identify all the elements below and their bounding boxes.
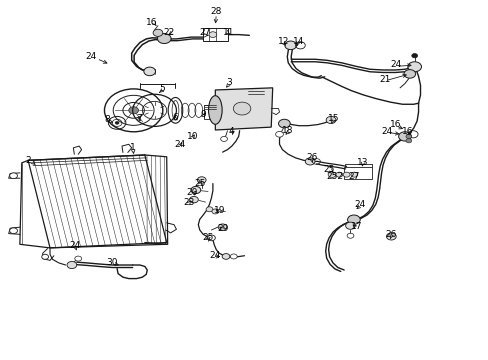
Circle shape bbox=[230, 254, 237, 259]
Text: 14: 14 bbox=[293, 37, 304, 46]
Text: 25: 25 bbox=[194, 179, 205, 188]
Circle shape bbox=[411, 54, 417, 58]
Text: 8: 8 bbox=[104, 115, 109, 124]
Text: 27: 27 bbox=[199, 28, 210, 37]
Circle shape bbox=[220, 136, 227, 141]
Circle shape bbox=[189, 197, 198, 203]
Text: 27: 27 bbox=[348, 172, 359, 181]
Circle shape bbox=[233, 102, 250, 115]
Text: 18: 18 bbox=[281, 126, 292, 135]
Text: 23: 23 bbox=[183, 198, 194, 207]
Circle shape bbox=[205, 207, 212, 212]
Text: 11: 11 bbox=[223, 28, 234, 37]
Text: 24: 24 bbox=[174, 140, 185, 149]
Circle shape bbox=[403, 69, 415, 78]
Text: 26: 26 bbox=[385, 230, 396, 239]
Text: 28: 28 bbox=[210, 7, 222, 16]
Text: 24: 24 bbox=[85, 52, 97, 61]
Text: 252: 252 bbox=[326, 172, 343, 181]
Text: 20: 20 bbox=[186, 188, 198, 197]
Circle shape bbox=[191, 186, 201, 194]
Text: 4: 4 bbox=[228, 127, 234, 136]
Circle shape bbox=[207, 235, 215, 241]
Circle shape bbox=[345, 222, 355, 229]
Circle shape bbox=[405, 139, 411, 143]
Text: 16: 16 bbox=[389, 120, 401, 129]
Text: 3: 3 bbox=[225, 78, 231, 87]
Circle shape bbox=[211, 209, 218, 214]
Circle shape bbox=[350, 172, 357, 177]
Text: 24: 24 bbox=[381, 127, 392, 136]
Text: 16: 16 bbox=[401, 127, 412, 136]
Text: 24: 24 bbox=[69, 240, 81, 249]
Bar bbox=[203, 105, 215, 118]
Ellipse shape bbox=[208, 96, 222, 124]
Text: 25: 25 bbox=[202, 233, 213, 242]
Polygon shape bbox=[215, 88, 272, 130]
Text: 9: 9 bbox=[200, 111, 205, 120]
Circle shape bbox=[75, 256, 81, 261]
Text: 17: 17 bbox=[350, 222, 361, 231]
Circle shape bbox=[346, 233, 353, 238]
Circle shape bbox=[115, 121, 119, 124]
Text: 7: 7 bbox=[136, 114, 142, 123]
Circle shape bbox=[407, 62, 421, 72]
Circle shape bbox=[128, 107, 138, 114]
Circle shape bbox=[335, 172, 342, 177]
Circle shape bbox=[285, 41, 296, 50]
Text: 30: 30 bbox=[106, 258, 118, 267]
Circle shape bbox=[10, 228, 18, 234]
Text: 25: 25 bbox=[322, 166, 334, 175]
Circle shape bbox=[343, 172, 349, 177]
Circle shape bbox=[197, 177, 205, 183]
Text: 24: 24 bbox=[209, 251, 221, 260]
Text: 16: 16 bbox=[146, 18, 158, 27]
Circle shape bbox=[398, 132, 410, 141]
Bar bbox=[203, 28, 228, 41]
Circle shape bbox=[386, 233, 395, 240]
Circle shape bbox=[41, 254, 48, 259]
Text: 29: 29 bbox=[217, 224, 228, 233]
Circle shape bbox=[325, 116, 335, 123]
Circle shape bbox=[327, 172, 335, 177]
Text: 12: 12 bbox=[277, 37, 288, 46]
Text: 22: 22 bbox=[163, 28, 174, 37]
Bar bbox=[344, 167, 372, 179]
Text: 19: 19 bbox=[213, 206, 224, 215]
Text: 26: 26 bbox=[305, 153, 317, 162]
Text: 24: 24 bbox=[354, 200, 365, 209]
Text: 24: 24 bbox=[390, 60, 401, 69]
Circle shape bbox=[208, 32, 216, 37]
Text: 21: 21 bbox=[379, 75, 390, 84]
Circle shape bbox=[275, 131, 283, 137]
Circle shape bbox=[157, 33, 171, 44]
Circle shape bbox=[347, 215, 360, 224]
Circle shape bbox=[67, 261, 77, 269]
Circle shape bbox=[153, 29, 163, 36]
Circle shape bbox=[10, 173, 18, 179]
Text: 15: 15 bbox=[327, 114, 339, 123]
Text: 13: 13 bbox=[356, 158, 367, 167]
Text: 1: 1 bbox=[130, 143, 136, 152]
Circle shape bbox=[278, 119, 289, 128]
Circle shape bbox=[218, 224, 226, 230]
Circle shape bbox=[222, 253, 229, 259]
Text: 10: 10 bbox=[186, 132, 198, 141]
Text: 6: 6 bbox=[172, 113, 178, 122]
Text: 5: 5 bbox=[159, 84, 164, 93]
Text: 2: 2 bbox=[25, 156, 31, 165]
Circle shape bbox=[405, 134, 411, 139]
Circle shape bbox=[305, 158, 314, 165]
Circle shape bbox=[143, 67, 155, 76]
